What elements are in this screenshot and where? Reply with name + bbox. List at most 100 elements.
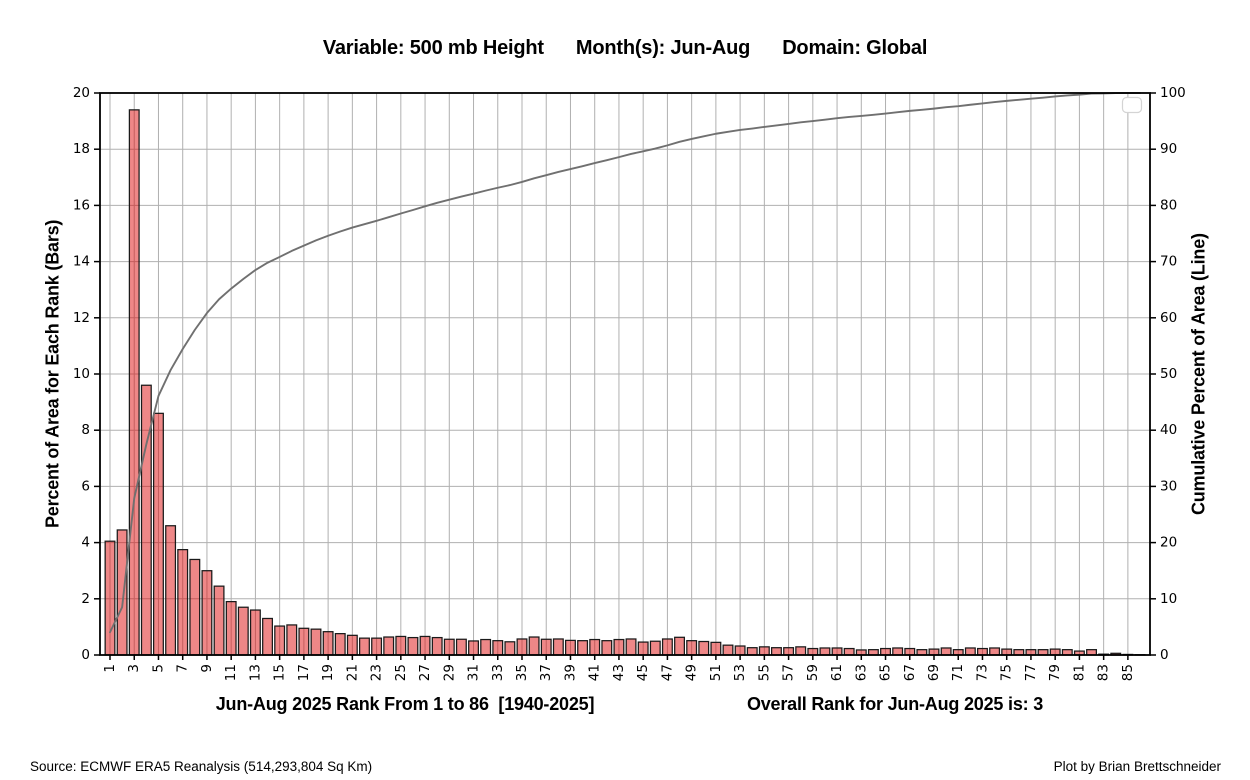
x-tick-label-43: 43 <box>611 664 627 681</box>
bar-rank-59 <box>807 647 819 656</box>
axis-ticks <box>94 92 1156 660</box>
bar-rank-10 <box>213 585 225 656</box>
x-tick-label-67: 67 <box>902 664 918 681</box>
bar-rank-33 <box>492 640 504 656</box>
left-tick-label-10: 10 <box>73 366 90 382</box>
bar-rank-49 <box>686 640 698 656</box>
chart-title: Variable: 500 mb Height Month(s): Jun-Au… <box>0 37 1250 60</box>
left-tick-label-16: 16 <box>73 197 90 213</box>
x-tick-label-25: 25 <box>393 664 409 681</box>
bar-rank-56 <box>770 647 782 656</box>
bar-rank-22 <box>358 637 370 656</box>
x-tick-label-21: 21 <box>344 664 360 681</box>
x-tick-label-15: 15 <box>272 664 288 681</box>
x-tick-label-7: 7 <box>175 664 191 673</box>
x-tick-label-33: 33 <box>490 664 506 681</box>
x-tick-label-35: 35 <box>514 664 530 681</box>
x-tick-label-65: 65 <box>878 664 894 681</box>
x-tick-label-13: 13 <box>247 664 263 681</box>
x-tick-label-81: 81 <box>1071 664 1087 681</box>
bar-rank-12 <box>237 606 249 656</box>
bar-rank-62 <box>843 647 855 656</box>
bar-rank-54 <box>746 647 758 656</box>
bar-rank-57 <box>783 647 795 656</box>
legend-box <box>1121 96 1143 114</box>
bar-rank-1 <box>104 540 116 656</box>
bar-rank-19 <box>322 631 334 656</box>
bar-rank-66 <box>892 647 904 656</box>
bar-rank-52 <box>722 644 734 656</box>
x-tick-label-11: 11 <box>223 664 239 681</box>
right-tick-label-70: 70 <box>1160 254 1177 270</box>
footer-credit-text: Plot by Brian Brettschneider <box>1053 759 1221 774</box>
bar-rank-16 <box>286 624 298 656</box>
bar-rank-14 <box>262 617 273 656</box>
x-tick-label-31: 31 <box>466 664 482 681</box>
x-tick-label-1: 1 <box>102 664 118 673</box>
footer-source-text: Source: ECMWF ERA5 Reanalysis (514,293,8… <box>30 759 373 774</box>
bar-rank-61 <box>831 647 843 656</box>
right-tick-label-90: 90 <box>1160 141 1177 157</box>
right-tick-label-30: 30 <box>1160 478 1177 494</box>
left-tick-label-6: 6 <box>81 478 90 494</box>
right-tick-label-60: 60 <box>1160 310 1177 326</box>
bar-rank-45 <box>637 641 649 656</box>
bar-rank-32 <box>480 638 492 656</box>
x-tick-label-41: 41 <box>587 664 603 681</box>
bar-rank-17 <box>298 627 310 656</box>
bar-rank-24 <box>383 636 395 656</box>
bar-rank-8 <box>189 558 201 656</box>
overall-rank-caption: Overall Rank for Jun-Aug 2025 is: 3 <box>746 694 1044 714</box>
right-tick-label-10: 10 <box>1160 591 1177 607</box>
y-axis-label-right: Cumulative Percent of Area (Line) <box>1188 233 1209 515</box>
x-tick-label-85: 85 <box>1120 664 1136 681</box>
bar-rank-13 <box>249 609 261 656</box>
x-tick-label-53: 53 <box>732 664 748 681</box>
x-tick-label-23: 23 <box>369 664 385 681</box>
right-tick-label-0: 0 <box>1160 647 1169 663</box>
bar-rank-65 <box>880 647 891 656</box>
left-tick-label-2: 2 <box>81 591 90 607</box>
bar-rank-7 <box>177 549 189 656</box>
bar-rank-28 <box>431 636 443 656</box>
axis-tick-labels: 0 2 4 6 8 10 12 14 16 18 20 0 10 20 30 40 50 60 70 80 90 100 1… <box>73 85 1186 681</box>
bar-rank-72 <box>964 647 976 656</box>
bar-rank-39 <box>564 639 576 656</box>
x-axis-caption: Jun-Aug 2025 Rank From 1 to 86 [1940-202… <box>215 694 595 714</box>
x-tick-label-59: 59 <box>805 664 821 681</box>
x-tick-label-63: 63 <box>853 664 869 681</box>
bar-rank-15 <box>274 625 286 656</box>
left-tick-label-20: 20 <box>73 85 90 101</box>
right-tick-label-50: 50 <box>1160 366 1177 382</box>
bar-rank-55 <box>758 646 770 656</box>
title-domain: Domain: Global <box>782 37 928 59</box>
x-tick-label-75: 75 <box>999 664 1015 681</box>
bar-rank-35 <box>516 638 528 656</box>
bar-rank-50 <box>698 640 710 656</box>
x-tick-label-79: 79 <box>1047 664 1063 681</box>
bar-rank-70 <box>940 647 952 656</box>
left-tick-label-18: 18 <box>73 141 90 157</box>
bar-rank-25 <box>395 635 407 656</box>
bar-rank-47 <box>661 638 673 656</box>
x-tick-label-39: 39 <box>562 664 578 681</box>
bar-rank-73 <box>976 647 988 656</box>
bar-rank-11 <box>225 600 237 656</box>
bar-rank-34 <box>504 641 516 656</box>
right-tick-label-100: 100 <box>1160 85 1186 101</box>
gridlines <box>100 93 1150 655</box>
x-tick-label-47: 47 <box>659 664 675 681</box>
bar-rank-67 <box>904 647 916 656</box>
bar-rank-2 <box>116 529 128 656</box>
bar-rank-4 <box>140 384 152 656</box>
x-tick-label-51: 51 <box>708 664 724 681</box>
bar-rank-3 <box>128 109 140 656</box>
x-tick-label-45: 45 <box>635 664 651 681</box>
x-tick-label-55: 55 <box>756 664 772 681</box>
title-variable: Variable: 500 mb Height <box>322 37 544 59</box>
bar-rank-29 <box>443 638 455 656</box>
bar-rank-46 <box>649 640 661 656</box>
right-tick-label-20: 20 <box>1160 535 1177 551</box>
right-tick-label-80: 80 <box>1160 197 1177 213</box>
